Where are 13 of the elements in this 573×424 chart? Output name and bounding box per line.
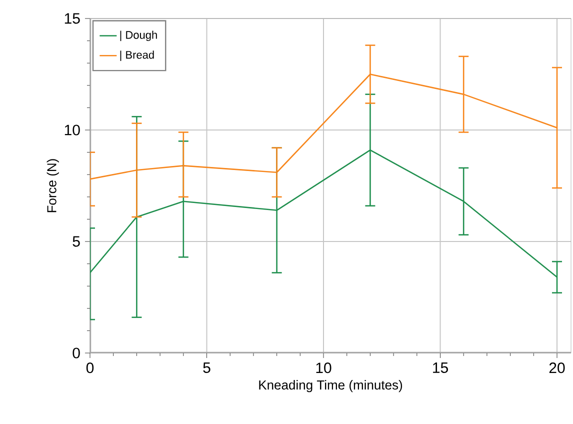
x-tick-label: 5 xyxy=(203,362,210,373)
x-tick-label: 0 xyxy=(86,362,94,374)
y-axis-title: Force (N) xyxy=(46,159,59,212)
legend-label: | Bread xyxy=(120,50,154,61)
y-tick-label: 5 xyxy=(72,236,80,247)
y-tick-label: 0 xyxy=(72,348,80,358)
x-tick-label: 20 xyxy=(549,362,565,374)
y-tick-label: 15 xyxy=(64,13,80,24)
y-tick-label: 10 xyxy=(64,124,80,136)
legend-label: | Dough xyxy=(120,30,157,42)
x-tick-label: 10 xyxy=(316,362,332,374)
x-tick-label: 15 xyxy=(433,362,448,373)
x-axis-title: Kneading Time (minutes) xyxy=(259,380,402,392)
